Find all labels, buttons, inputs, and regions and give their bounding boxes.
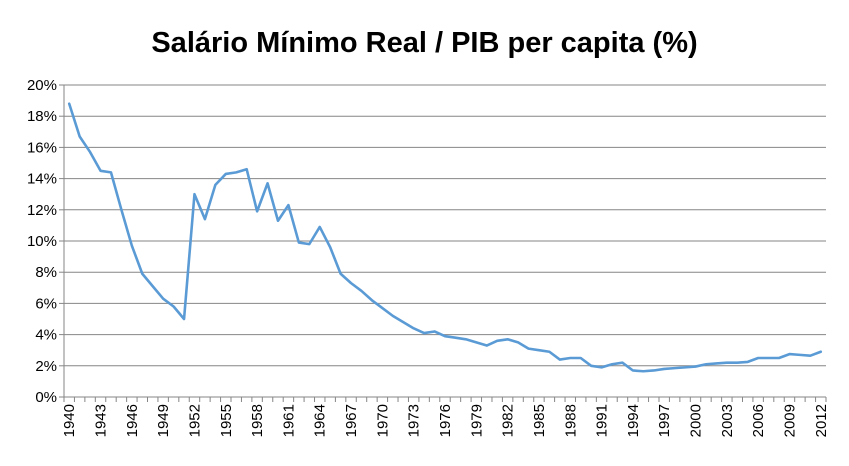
y-tick-label: 6% [35, 295, 57, 312]
x-tick-label: 1982 [500, 404, 517, 437]
x-tick-label: 1973 [406, 404, 423, 437]
y-tick-label: 20% [27, 77, 57, 94]
x-tick-label: 1997 [656, 404, 673, 437]
y-tick-label: 16% [27, 139, 57, 156]
series-layer [67, 102, 823, 373]
axes [59, 84, 827, 402]
y-tick-label: 2% [35, 358, 57, 375]
x-tick-labels: 1940 1943 1946 1949 1952 1955 1958 1961 1964 1967… [61, 404, 830, 437]
x-tick-label: 2009 [781, 404, 798, 437]
y-tick-label: 14% [27, 171, 57, 188]
x-tick-label: 1961 [280, 404, 297, 437]
x-tick-label: 1946 [124, 404, 141, 437]
x-tick-label: 1994 [625, 404, 642, 437]
chart-title: Salário Mínimo Real / PIB per capita (%) [151, 27, 697, 59]
x-tick-label: 1943 [93, 404, 110, 437]
y-tick-label: 0% [35, 389, 57, 406]
y-tick-label: 10% [27, 233, 57, 250]
x-tick-label: 2000 [688, 404, 705, 437]
y-tick-label: 12% [27, 202, 57, 219]
x-tick-label: 1979 [468, 404, 485, 437]
x-tick-label: 1958 [249, 404, 266, 437]
x-tick-label: 1991 [594, 404, 611, 437]
x-tick-label: 1988 [562, 404, 579, 437]
x-tick-label: 1952 [186, 404, 203, 437]
x-tick-label: 1970 [374, 404, 391, 437]
x-tick-label: 1985 [531, 404, 548, 437]
series-line [67, 102, 823, 373]
x-tick-label: 1955 [218, 404, 235, 437]
x-tick-label: 1949 [155, 404, 172, 437]
y-tick-label: 8% [35, 264, 57, 281]
y-tick-label: 18% [27, 108, 57, 125]
x-tick-label: 2006 [750, 404, 767, 437]
gridlines [64, 84, 826, 367]
x-tick-label: 1976 [437, 404, 454, 437]
x-tick-label: 1964 [312, 404, 329, 437]
y-tick-labels: 0% 2% 4% 6% 8% 10% 12% 14% 16% 18% 20% [27, 77, 57, 406]
x-tick-label: 2003 [719, 404, 736, 437]
x-tick-label: 1967 [343, 404, 360, 437]
x-tick-label: 2012 [813, 404, 830, 437]
x-tick-label: 1940 [61, 404, 78, 437]
y-tick-label: 4% [35, 327, 57, 344]
